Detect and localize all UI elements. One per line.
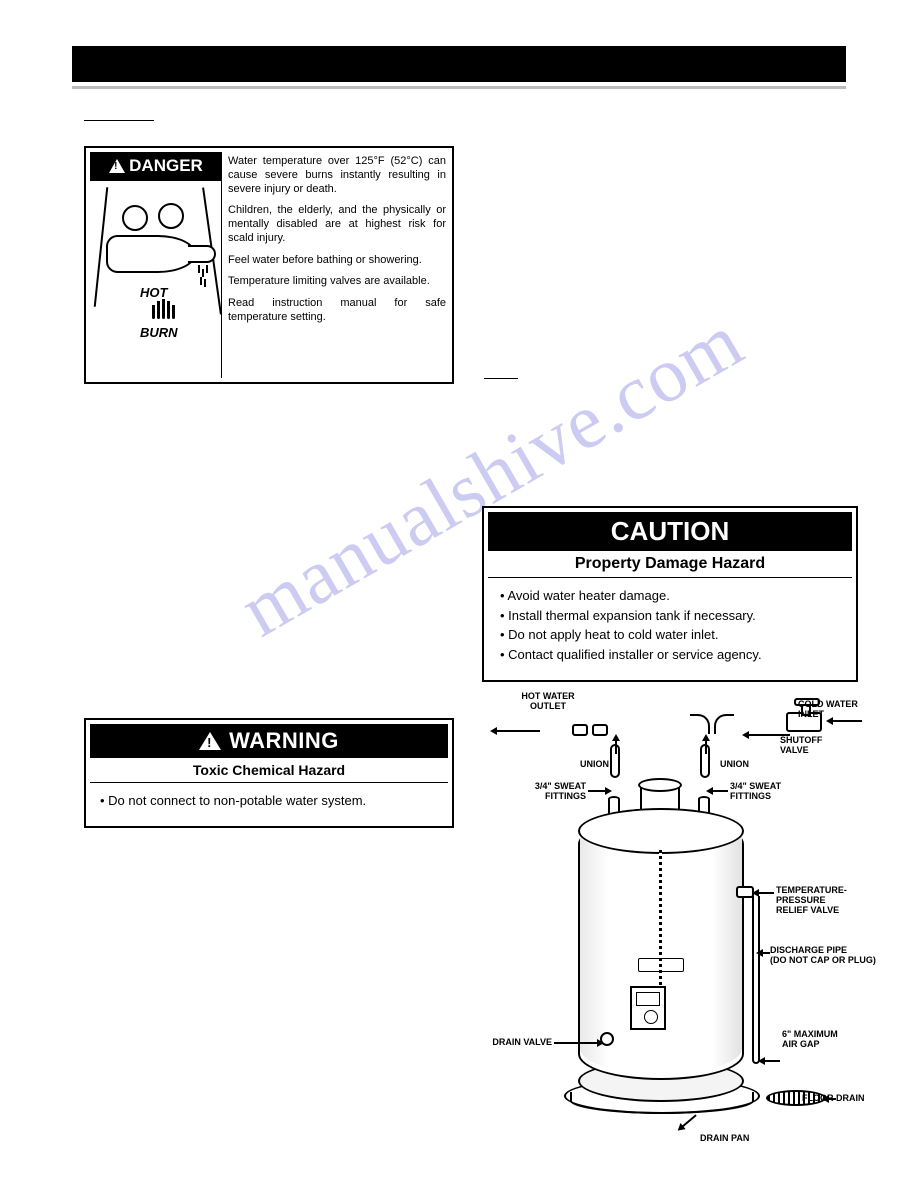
warning-subhead: Toxic Chemical Hazard: [90, 758, 448, 783]
union-label: UNION: [720, 760, 749, 770]
hot-water-outlet-label: HOT WATEROUTLET: [508, 692, 588, 712]
arrow-icon: [758, 892, 774, 894]
section-rule-left: [84, 120, 154, 121]
sweat-fitting-icon: [592, 724, 608, 736]
discharge-pipe-icon: [752, 896, 760, 1064]
rating-plate-icon: [638, 958, 684, 972]
arrow-icon: [764, 1060, 780, 1062]
danger-para: Children, the elderly, and the physicall…: [228, 204, 446, 245]
floor-drain-label: FLOOR DRAIN: [802, 1094, 872, 1104]
caution-bullet: Avoid water heater damage.: [507, 588, 669, 603]
arrow-icon: [588, 790, 606, 792]
danger-header: DANGER: [90, 152, 222, 180]
sweat-fittings-label: 3/4" SWEATFITTINGS: [516, 782, 586, 802]
burn-label: BURN: [140, 325, 178, 340]
caution-label-box: CAUTION Property Damage Hazard • Avoid w…: [482, 506, 858, 682]
danger-para: Water temperature over 125°F (52°C) can …: [228, 155, 446, 196]
arrow-icon: [832, 720, 862, 722]
caution-bullet: Install thermal expansion tank if necess…: [508, 608, 756, 623]
shutoff-valve-label: SHUTOFFVALVE: [780, 736, 840, 756]
water-heater-diagram: HOT WATEROUTLET COLD WATERINLET SHUTOFFV…: [480, 690, 860, 1160]
warning-body: • Do not connect to non-potable water sy…: [86, 783, 452, 818]
caution-body: • Avoid water heater damage. • Install t…: [484, 578, 856, 672]
arrow-icon: [554, 1042, 598, 1044]
sweat-fitting-icon: [572, 724, 588, 736]
discharge-pipe-label: DISCHARGE PIPE(DO NOT CAP OR PLUG): [770, 946, 880, 966]
arrow-icon: [496, 730, 540, 732]
alert-triangle-icon: [109, 159, 125, 173]
sweat-fittings-label: 3/4" SWEATFITTINGS: [730, 782, 800, 802]
danger-para: Read instruction manual for safe tempera…: [228, 297, 446, 325]
arrow-icon: [712, 790, 728, 792]
hot-label: HOT: [140, 285, 167, 300]
tpr-valve-label: TEMPERATURE-PRESSURERELIEF VALVE: [776, 886, 866, 916]
warning-header-text: WARNING: [229, 728, 339, 754]
elbow-fitting-icon: [714, 714, 734, 734]
faucet-burn-icon: HOT BURN: [96, 187, 215, 372]
drain-pan-label: DRAIN PAN: [700, 1134, 770, 1144]
flue-top-icon: [638, 778, 682, 792]
union-label: UNION: [580, 760, 609, 770]
danger-para: Temperature limiting valves are availabl…: [228, 275, 446, 289]
warning-header: WARNING: [90, 724, 448, 758]
cold-water-inlet-label: COLD WATERINLET: [798, 700, 868, 720]
gas-control-icon: [630, 986, 666, 1030]
tank-top-icon: [578, 808, 744, 854]
arrow-icon: [682, 1114, 697, 1127]
arrow-icon: [705, 740, 707, 754]
header-black-bar: [72, 46, 846, 82]
arrow-icon: [615, 740, 617, 754]
alert-triangle-icon: [199, 732, 221, 750]
warning-bullet: Do not connect to non-potable water syst…: [108, 793, 366, 808]
hand-icon: [152, 299, 182, 321]
air-gap-label: 6" MAXIMUMAIR GAP: [782, 1030, 862, 1050]
arrow-icon: [828, 1098, 836, 1100]
danger-para: Feel water before bathing or showering.: [228, 254, 446, 268]
danger-illustration: HOT BURN: [90, 180, 222, 378]
danger-label-box: DANGER HOT BURN Water temperature over 1…: [84, 146, 454, 384]
section-rule-right: [484, 378, 518, 379]
danger-body-text: Water temperature over 125°F (52°C) can …: [228, 155, 446, 376]
drain-valve-label: DRAIN VALVE: [482, 1038, 552, 1048]
caution-bullet: Do not apply heat to cold water inlet.: [508, 627, 718, 642]
header-gray-line: [72, 86, 846, 89]
caution-bullet: Contact qualified installer or service a…: [508, 647, 761, 662]
danger-header-text: DANGER: [129, 156, 203, 176]
arrow-icon: [762, 952, 770, 954]
caution-subhead: Property Damage Hazard: [488, 551, 852, 578]
elbow-fitting-icon: [690, 714, 710, 734]
arrow-icon: [748, 734, 790, 736]
caution-header: CAUTION: [488, 512, 852, 551]
warning-label-box: WARNING Toxic Chemical Hazard • Do not c…: [84, 718, 454, 828]
